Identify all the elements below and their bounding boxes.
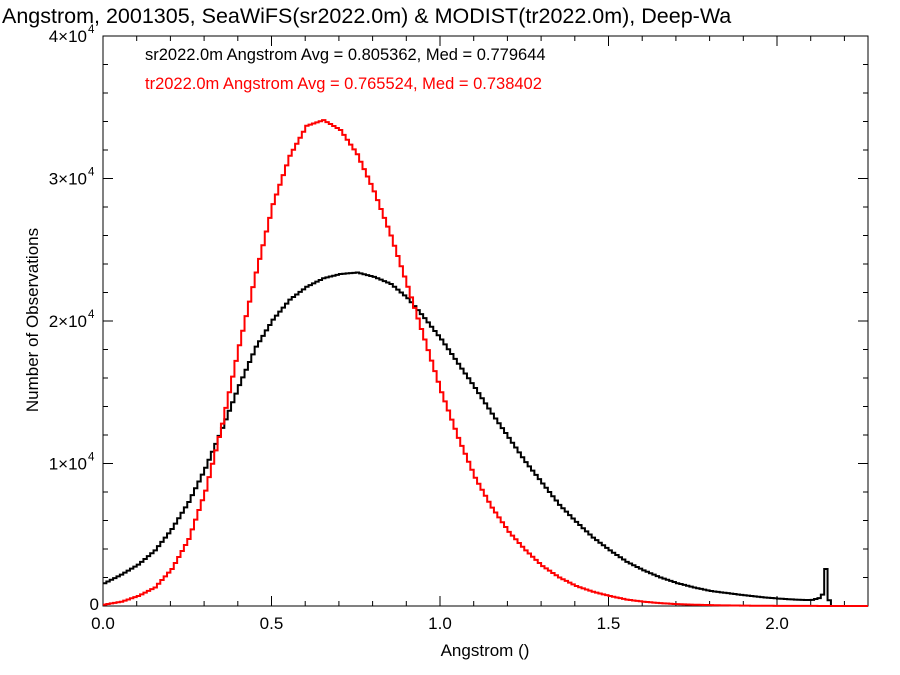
x-tick-label: 1.5 — [597, 614, 621, 633]
y-tick-exponent: 4 — [88, 452, 95, 464]
y-tick-exponent: 4 — [88, 24, 95, 36]
series-annotation-black: sr2022.0m Angstrom Avg = 0.805362, Med =… — [145, 46, 546, 64]
x-axis-ticks: 0.0 0.5 1.0 1.5 2.0 — [91, 36, 845, 633]
y-tick-label: 2×10 — [49, 312, 87, 331]
y-tick-label: 1×10 — [49, 455, 87, 474]
y-tick-label: 0 — [90, 595, 99, 614]
y-tick-label: 4×10 — [49, 27, 87, 46]
plot-area-border — [102, 35, 869, 607]
x-tick-label: 2.0 — [765, 614, 789, 633]
chart-title: Angstrom, 2001305, SeaWiFS(sr2022.0m) & … — [2, 4, 731, 28]
series-annotation-red: tr2022.0m Angstrom Avg = 0.765524, Med =… — [145, 75, 542, 93]
plot-frame — [102, 35, 869, 607]
y-tick-exponent: 4 — [88, 309, 95, 321]
y-axis-label: Number of Observations — [23, 228, 42, 412]
series-red-tr2022 — [103, 119, 868, 607]
series-black-sr2022 — [103, 271, 835, 607]
y-axis-ticks: 01×10 42×10 43×10 44×10 4 — [49, 24, 868, 614]
x-tick-label: 0.0 — [91, 614, 115, 633]
x-tick-label: 1.0 — [428, 614, 452, 633]
x-axis-label: Angstrom () — [441, 641, 530, 660]
y-tick-exponent: 4 — [88, 167, 95, 179]
x-tick-label: 0.5 — [260, 614, 284, 633]
series-layer — [103, 119, 868, 607]
y-tick-label: 3×10 — [49, 170, 87, 189]
